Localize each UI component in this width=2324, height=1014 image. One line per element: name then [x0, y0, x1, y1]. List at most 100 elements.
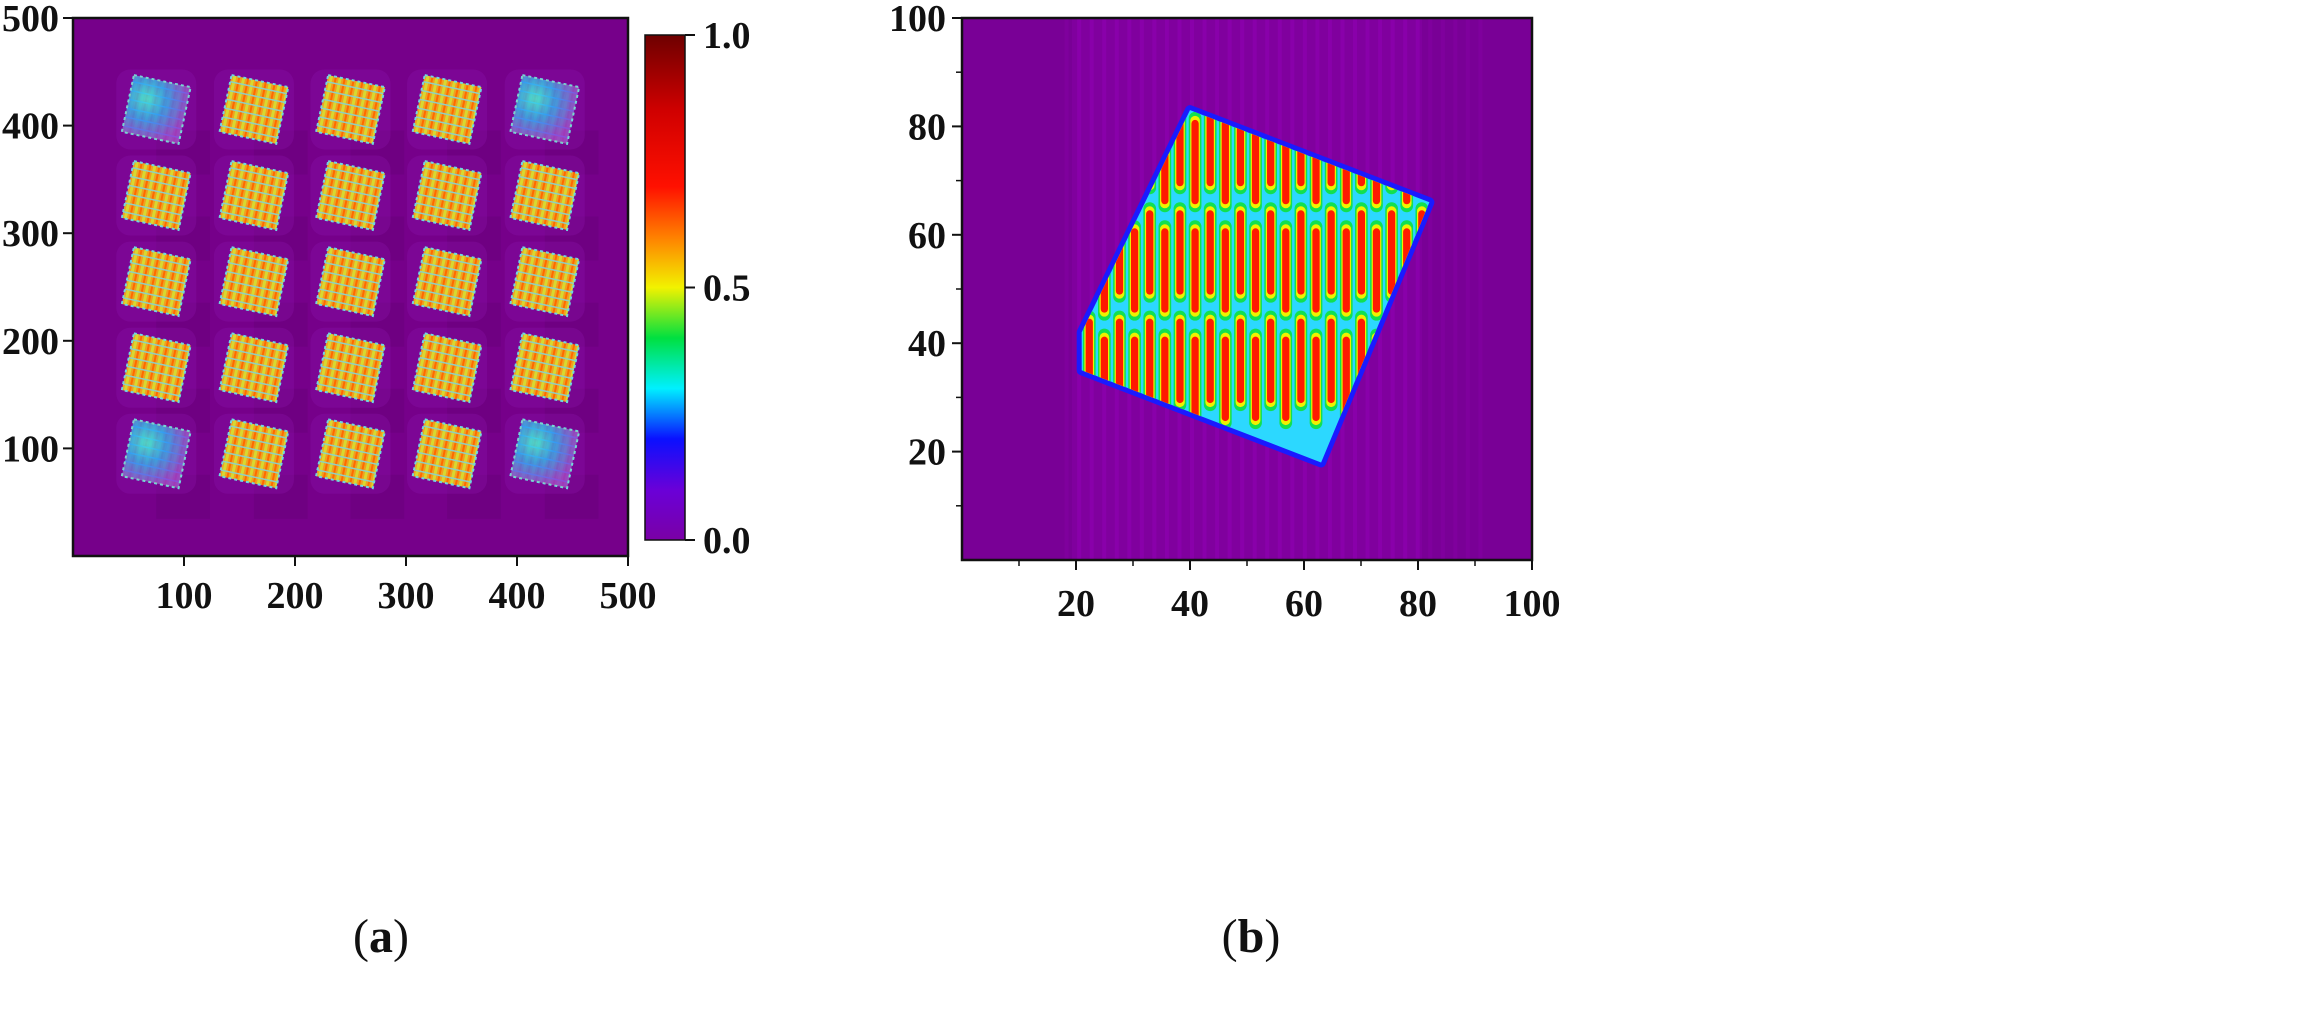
spot-body-2-2 — [314, 246, 387, 318]
heatmap-b-x-tick-label-4: 100 — [1504, 583, 1561, 625]
fringe-red-11-0 — [1251, 119, 1260, 205]
spot-3-3 — [411, 332, 483, 404]
spot-2-0 — [120, 246, 192, 318]
background-edge-left — [962, 18, 1072, 560]
fringe-red-9-1 — [1221, 228, 1229, 313]
fringe-red-5-1 — [1161, 228, 1169, 313]
heatmap-a-x-tick-label-3: 400 — [489, 575, 546, 617]
spot-2-1 — [218, 246, 290, 318]
heatmap-a-y-tick-label-1: 200 — [2, 321, 59, 363]
spot-3-1 — [218, 332, 290, 404]
fringe-red-3-1 — [1130, 228, 1139, 313]
fringe-red-8-0 — [1206, 110, 1214, 187]
spot-1-0 — [120, 159, 192, 232]
background-stripe-31 — [1453, 18, 1458, 560]
background-stripe-32 — [1465, 18, 1470, 560]
spot-0-1 — [218, 73, 290, 146]
heatmap-b-x-tick-label-0: 20 — [1057, 583, 1095, 625]
fringe-red-11-1 — [1251, 228, 1260, 313]
fringe-red-6-1 — [1176, 210, 1184, 295]
heatmap-a-x-tick-label-0: 100 — [156, 575, 213, 617]
fringe-red-7-2 — [1191, 336, 1199, 422]
fringe-red-10-2 — [1236, 318, 1245, 404]
spot-4-1 — [218, 418, 290, 490]
background-edge-right — [1422, 18, 1532, 560]
background-stripe-29 — [1428, 18, 1433, 560]
spot-1-4 — [509, 159, 581, 232]
heatmap-b-x-tick-label-2: 60 — [1285, 583, 1323, 625]
heatmap-b-y-tick-label-4: 100 — [889, 0, 946, 40]
spot-texture-0-4 — [510, 75, 580, 144]
spot-0-0 — [120, 73, 192, 146]
fringe-red-8-2 — [1206, 318, 1214, 404]
background-stripe-0 — [1064, 18, 1069, 560]
fringe-red-17-1 — [1342, 228, 1350, 313]
spot-body-1-4 — [509, 159, 581, 232]
heatmap-b-x-tick-label-3: 80 — [1399, 583, 1437, 625]
spot-body-3-2 — [314, 332, 387, 404]
heatmap-a-y-tick-label-3: 400 — [2, 106, 59, 148]
heatmap-a-y-tick-label-4: 500 — [2, 0, 59, 40]
fringe-red-11-2 — [1251, 336, 1260, 422]
fringe-red-12-1 — [1267, 210, 1275, 295]
spot-4-2 — [314, 418, 387, 490]
colorbar-tick-label-2: 1.0 — [703, 15, 751, 57]
spot-body-2-1 — [218, 246, 290, 318]
fringe-red-10-1 — [1236, 210, 1245, 295]
spot-body-0-3 — [411, 73, 483, 146]
fringe-red-12-2 — [1267, 318, 1275, 404]
spot-1-2 — [314, 159, 387, 232]
fringe-red-4-1 — [1146, 210, 1154, 295]
spot-body-3-0 — [120, 332, 192, 404]
heatmap-b-y-tick-label-0: 20 — [908, 432, 946, 474]
spot-texture-4-0 — [121, 419, 191, 489]
fringe-red-18-1 — [1357, 210, 1365, 295]
spot-body-4-3 — [411, 418, 483, 490]
fringe-red-16-1 — [1327, 210, 1335, 295]
heatmap-b-axes: 20 40 60 80 100 20 40 60 80 100 — [889, 0, 1561, 625]
heatmap-b-y-tick-label-1: 40 — [908, 323, 946, 365]
spot-texture-4-4 — [510, 419, 580, 489]
fringe-red-15-2 — [1312, 336, 1320, 422]
spot-body-1-0 — [120, 159, 192, 232]
background-stripe-30 — [1440, 18, 1445, 560]
fringe-red-15-1 — [1312, 228, 1320, 313]
spot-2-2 — [314, 246, 387, 318]
spot-body-2-3 — [411, 246, 483, 318]
spot-0-2 — [314, 73, 387, 146]
background-stripe-33 — [1478, 18, 1483, 560]
panel-a-label: (a) — [353, 910, 409, 963]
colorbar-tick-label-1: 0.5 — [703, 268, 751, 310]
heatmap-a-frame — [71, 16, 630, 558]
fringe-red-9-0 — [1221, 119, 1229, 205]
spot-body-2-0 — [120, 246, 192, 318]
spot-body-3-1 — [218, 332, 290, 404]
spot-body-4-1 — [218, 418, 290, 490]
panel-b-label: (b) — [1222, 910, 1281, 963]
background-stripe-27 — [1403, 18, 1408, 560]
spot-3-4 — [509, 332, 581, 404]
fringe-red-7-1 — [1191, 228, 1199, 313]
spot-body-3-3 — [411, 332, 483, 404]
spot-0-4 — [509, 73, 581, 146]
spot-2-4 — [509, 246, 581, 318]
colorbar-ticks: 0.0 0.5 1.0 — [685, 15, 751, 562]
spot-texture-0-0 — [121, 75, 191, 144]
heatmap-b-x-tick-label-1: 40 — [1171, 583, 1209, 625]
heatmap-a-spots — [120, 73, 581, 490]
heatmap-a-x-tick-label-4: 500 — [600, 575, 657, 617]
fringe-red-5-2 — [1161, 336, 1169, 422]
spot-1-1 — [218, 159, 290, 232]
spot-body-1-1 — [218, 159, 290, 232]
spot-4-4 — [509, 418, 581, 490]
fringe-red-14-2 — [1297, 318, 1305, 404]
fringe-red-13-2 — [1282, 336, 1290, 422]
heatmap-b-y-tick-label-2: 60 — [908, 215, 946, 257]
spot-2-3 — [411, 246, 483, 318]
spot-body-1-3 — [411, 159, 483, 232]
heatmap-b-y-tick-label-3: 80 — [908, 106, 946, 148]
spot-body-0-2 — [314, 73, 387, 146]
spot-1-3 — [411, 159, 483, 232]
fringe-red-8-1 — [1206, 210, 1214, 295]
heatmap-a-x-tick-label-1: 200 — [267, 575, 324, 617]
